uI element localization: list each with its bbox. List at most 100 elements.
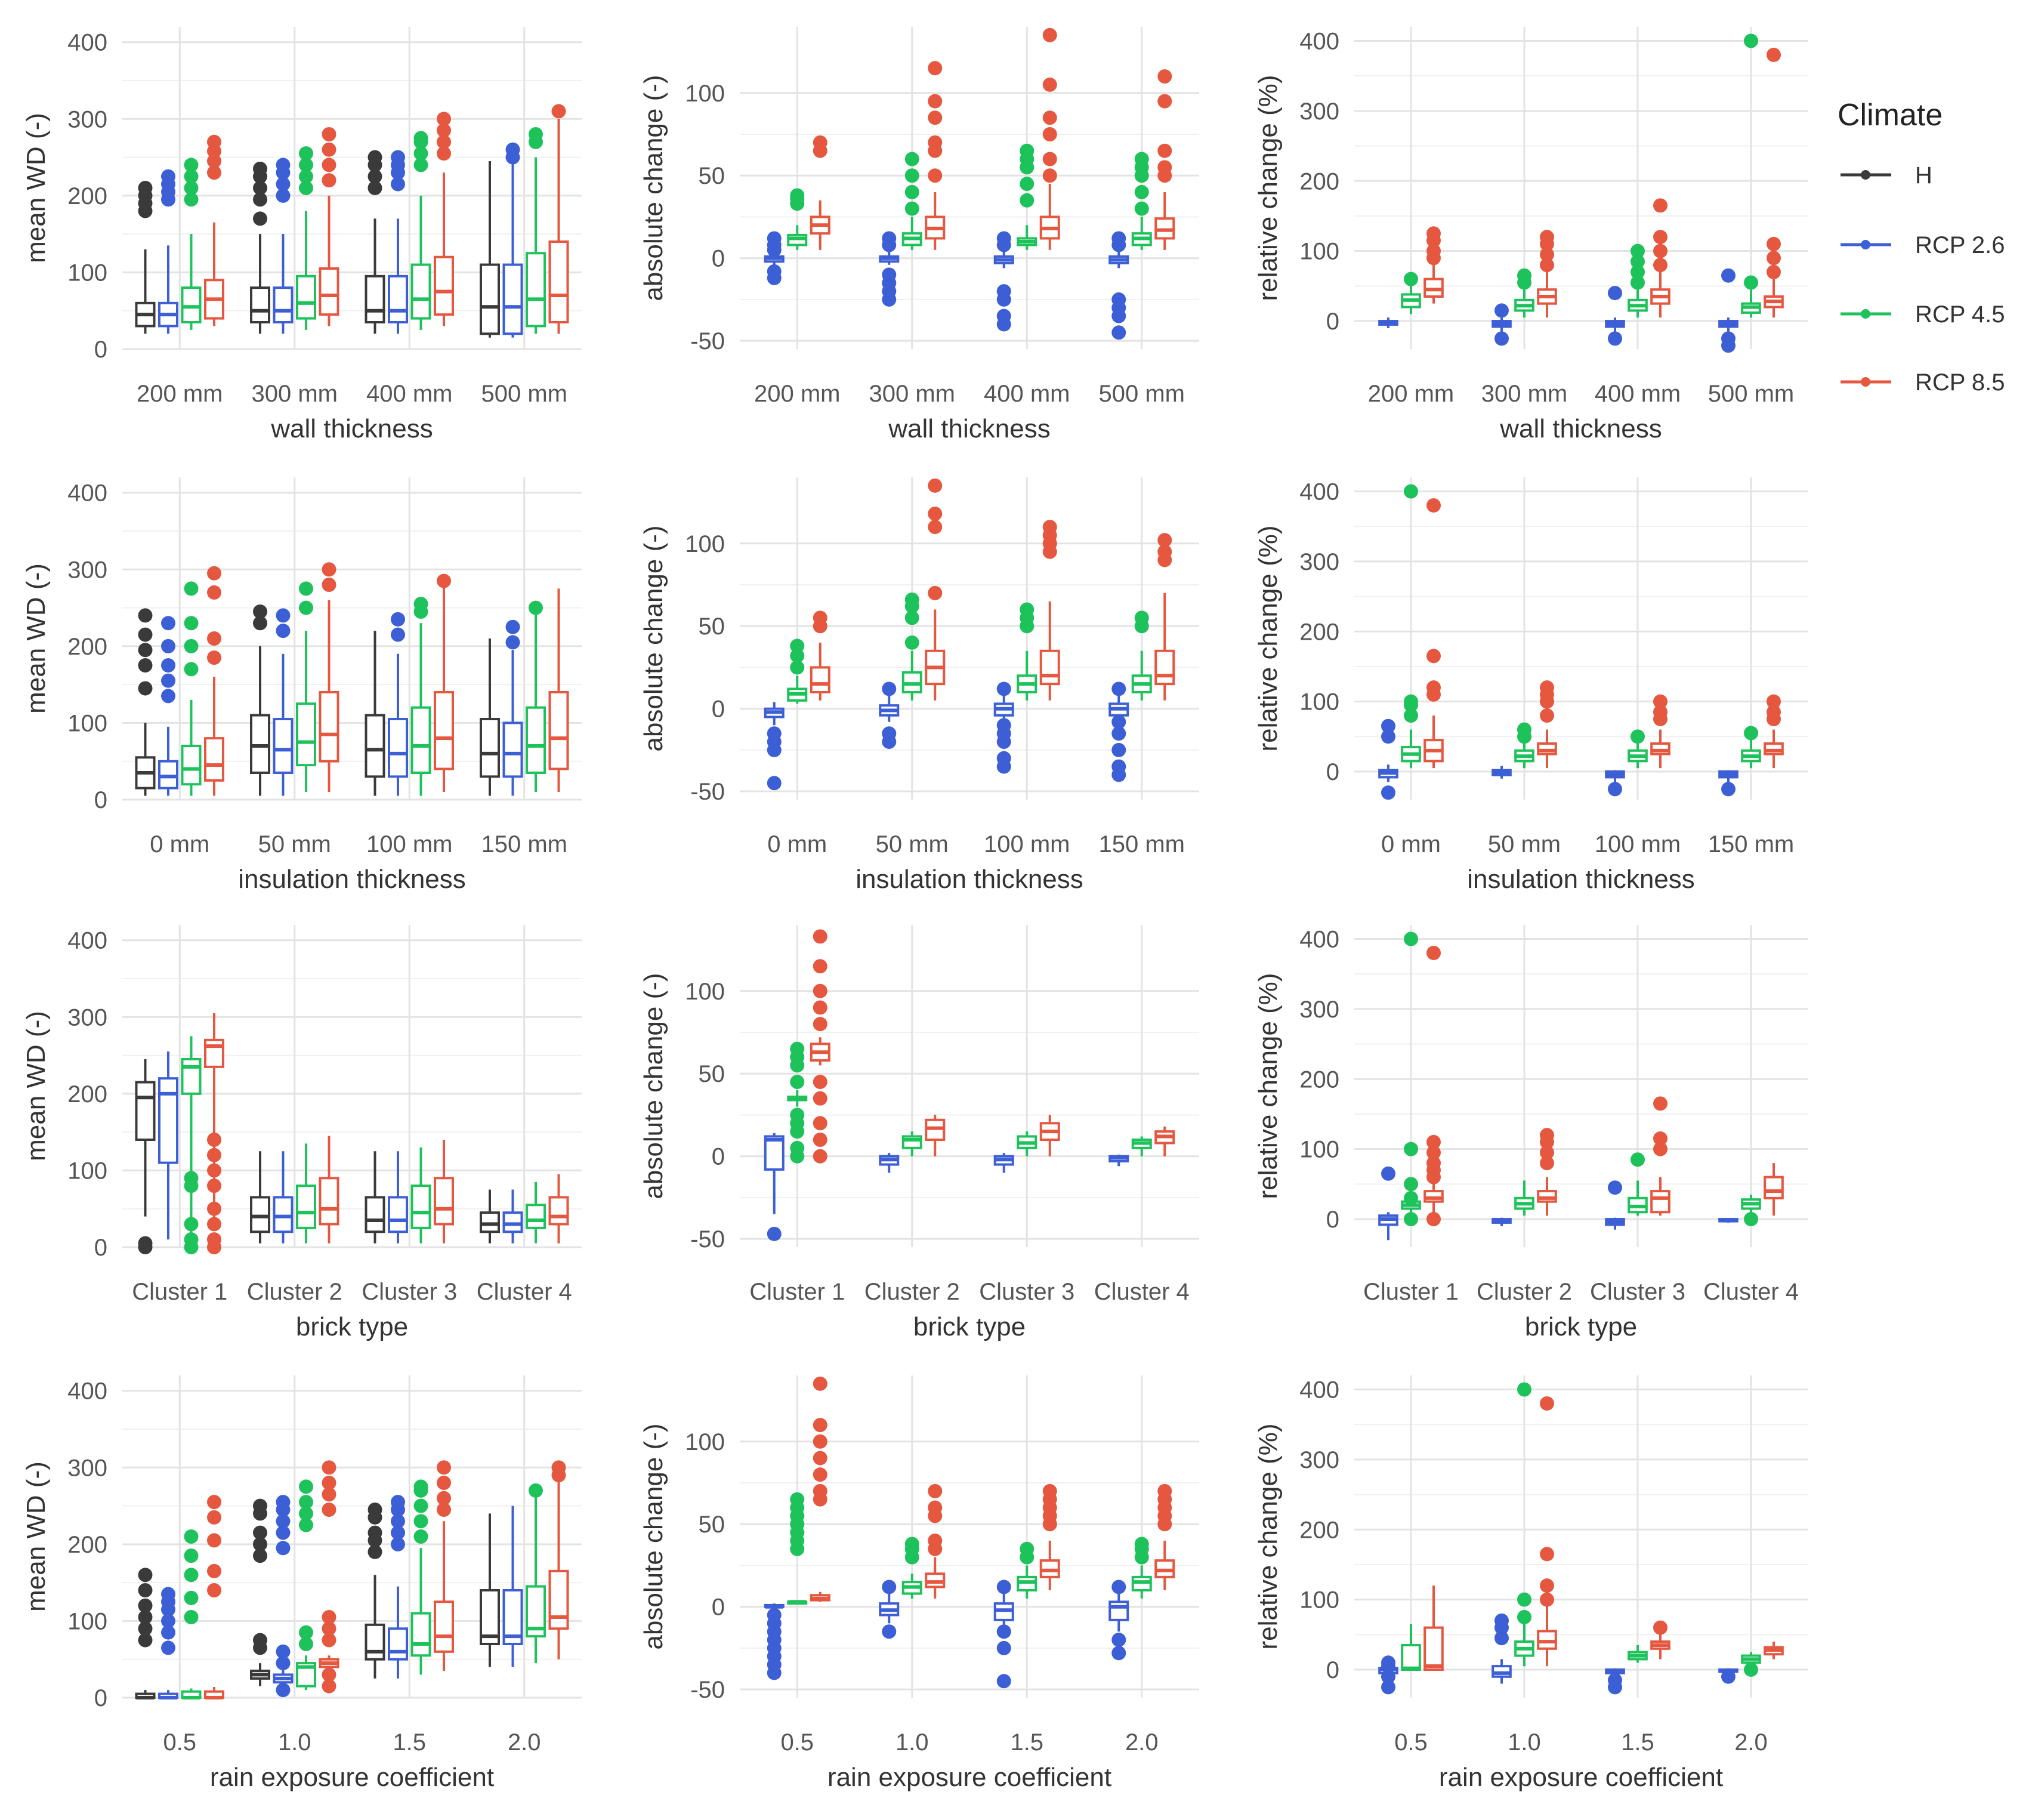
outlier-point (1540, 1547, 1554, 1562)
box-iqr (502, 1211, 523, 1233)
x-tick-label: Cluster 1 (132, 1279, 227, 1305)
box-rcp45 (1401, 272, 1421, 314)
box-rcp26 (1605, 1180, 1625, 1230)
outlier-point (1020, 143, 1035, 158)
outlier-point (391, 627, 405, 642)
outlier-point (1381, 729, 1395, 744)
outlier-point (1540, 1128, 1554, 1143)
x-axis-title: wall thickness (1499, 414, 1662, 443)
outlier-point (813, 983, 827, 998)
box-rcp26 (387, 1495, 409, 1679)
box-rcp85 (1039, 1115, 1060, 1156)
legend-key-dot-rcp26 (1861, 240, 1870, 249)
outlier-point (138, 1583, 153, 1597)
legend-label-rcp26: RCP 2.6 (1915, 232, 2005, 258)
box-rcp45 (410, 1479, 431, 1675)
box-h (135, 608, 156, 796)
outlier-point (1653, 1096, 1667, 1111)
outlier-point (1540, 1145, 1554, 1160)
box-rcp45 (410, 1147, 431, 1244)
outlier-point (161, 616, 175, 631)
x-tick-label: 1.0 (895, 1729, 929, 1756)
panel-insul-rel: 0 100 200 300 400 0 mm 50 mm 100 mm 150 mm insula… (1253, 477, 1808, 894)
outlier-point (253, 616, 267, 631)
box-h (249, 1151, 271, 1244)
box-rcp85 (319, 1460, 339, 1693)
y-tick-label: 50 (699, 1511, 725, 1538)
y-tick-label: 300 (67, 1004, 107, 1031)
outlier-point (1111, 325, 1126, 340)
outlier-point (790, 1140, 805, 1155)
outlier-point (437, 573, 451, 588)
legend-entry-rcp26: RCP 2.6 (1841, 232, 2005, 258)
box-rcp85 (433, 573, 455, 792)
box-rcp45 (1017, 143, 1037, 250)
outlier-point (1744, 33, 1758, 48)
box-rcp85 (548, 1460, 569, 1659)
box-rcp26 (1108, 681, 1129, 782)
box-rcp85 (925, 61, 946, 250)
outlier-point (184, 158, 199, 172)
box-rcp85 (1764, 1163, 1784, 1216)
legend-title: Climate (1838, 98, 1943, 132)
gridlines (122, 925, 582, 1248)
outlier-point (1744, 1662, 1758, 1677)
outlier-point (1540, 230, 1554, 245)
box-rcp26 (1378, 1655, 1398, 1695)
outlier-point (1111, 714, 1126, 729)
y-axis-title: absolute change (-) (639, 973, 668, 1199)
x-tick-label: 200 mm (754, 381, 841, 407)
outlier-point (928, 520, 943, 535)
box-rcp85 (1537, 680, 1557, 769)
panel-wall-abs: -50 0 50 100 200 mm 300 mm 400 mm 500 mm wall th… (639, 27, 1199, 443)
box-rcp45 (1741, 1652, 1761, 1677)
box-rcp85 (810, 929, 830, 1164)
box-rcp45 (787, 1041, 808, 1164)
x-tick-label: 500 mm (481, 381, 568, 407)
outlier-point (207, 154, 221, 168)
outlier-point (253, 1525, 267, 1540)
box-rcp45 (1017, 1541, 1037, 1599)
box-rcp26 (502, 1506, 523, 1667)
y-tick-label: 100 (67, 710, 107, 736)
outlier-point (138, 643, 153, 658)
outlier-point (790, 649, 805, 664)
outlier-point (276, 1495, 291, 1510)
x-axis-title: insulation thickness (1467, 865, 1695, 894)
outlier-point (253, 211, 267, 226)
box-iqr (502, 721, 523, 778)
box-iqr (295, 1184, 317, 1229)
outlier-point (1404, 931, 1418, 946)
x-tick-label: 400 mm (366, 381, 453, 407)
outlier-point (813, 1149, 827, 1164)
outlier-point (1631, 275, 1645, 290)
outlier-point (813, 1483, 827, 1498)
outlier-point (904, 610, 919, 625)
outlier-point (161, 1614, 175, 1628)
outlier-point (322, 158, 336, 172)
outlier-point (1767, 47, 1781, 62)
x-tick-label: 300 mm (1481, 381, 1568, 407)
y-tick-label: 100 (685, 81, 725, 107)
outlier-point (767, 1226, 782, 1241)
box-iqr (181, 286, 202, 323)
gridlines (740, 1375, 1199, 1698)
panel-rain-meanwd: 0 100 200 300 400 0.5 1.0 1.5 2.0 rain exposure c… (21, 1375, 582, 1792)
y-tick-label: 200 (1299, 168, 1339, 195)
box-rcp45 (1401, 484, 1421, 769)
box-rcp45 (295, 1143, 317, 1244)
outlier-point (1767, 236, 1781, 251)
y-tick-label: 0 (1326, 759, 1339, 785)
box-iqr (479, 263, 501, 335)
y-tick-label: 100 (685, 531, 725, 557)
outlier-point (138, 681, 153, 696)
x-tick-label: Cluster 2 (1477, 1279, 1572, 1305)
box-iqr (548, 1196, 569, 1226)
y-tick-label: 100 (1299, 1587, 1339, 1614)
outlier-point (138, 658, 153, 673)
x-tick-label: 2.0 (1734, 1729, 1768, 1756)
box-iqr (433, 1600, 455, 1653)
outlier-point (1540, 1156, 1554, 1171)
y-tick-label: 100 (1299, 689, 1339, 715)
outlier-point (1020, 177, 1035, 192)
